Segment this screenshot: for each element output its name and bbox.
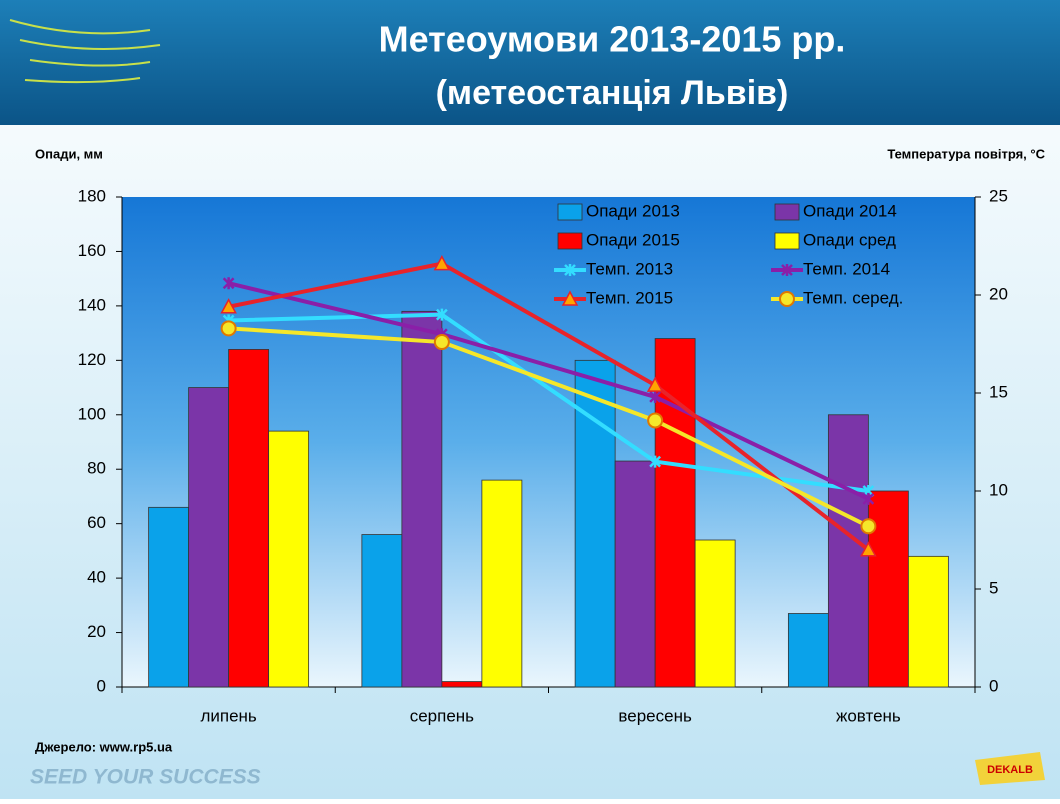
header [0, 0, 1060, 125]
y-tick-label: 180 [78, 186, 106, 205]
line-marker [433, 334, 450, 351]
y2-tick-label: 20 [989, 284, 1008, 303]
legend-swatch [557, 203, 583, 221]
line-marker [649, 455, 662, 468]
legend-swatch [557, 232, 583, 250]
y2-tick-label: 5 [989, 578, 998, 597]
legend-label: Темп. серед. [803, 288, 903, 307]
x-tick-label: вересень [618, 706, 692, 725]
y2-tick-label: 0 [989, 676, 998, 695]
legend-marker [561, 290, 579, 306]
bar [907, 555, 949, 688]
line [228, 312, 869, 493]
y2-tick-label: 10 [989, 480, 1008, 499]
source: Джерело: www.rp5.ua [35, 739, 173, 754]
line-marker [220, 298, 237, 314]
subtitle: (метеостанція Львів) [436, 74, 789, 112]
bar [361, 534, 403, 688]
legend-label: Опади 2013 [586, 201, 680, 220]
x-tick-label: жовтень [836, 706, 901, 725]
legend-label: Опади сред [803, 230, 896, 249]
legend-label: Темп. 2014 [803, 259, 890, 278]
legend-swatch [774, 203, 800, 221]
legend-label: Опади 2015 [586, 230, 680, 249]
header-decoration [9, 19, 161, 84]
y2-axis-label: Температура повітря, °С [887, 146, 1045, 161]
x-tick-label: серпень [410, 706, 474, 725]
bar [228, 349, 270, 688]
legend-label: Опади 2014 [803, 201, 897, 220]
bar [614, 460, 656, 688]
line-marker [860, 541, 877, 557]
line [228, 326, 870, 529]
y2-tick-label: 25 [989, 186, 1008, 205]
legend-marker [781, 264, 793, 276]
legend-label: Темп. 2015 [586, 288, 673, 307]
line-marker [862, 492, 875, 505]
bar [148, 506, 190, 688]
x-tick-label: липень [200, 706, 256, 725]
bar [574, 359, 616, 688]
legend-marker [564, 264, 576, 276]
bar [694, 539, 736, 688]
bar [827, 414, 869, 688]
line [228, 261, 870, 552]
bar [401, 310, 443, 688]
bar [268, 430, 310, 688]
y-tick-label: 140 [78, 295, 106, 314]
line-marker [646, 376, 664, 392]
bar [441, 681, 483, 688]
y-tick-label: 160 [78, 241, 106, 260]
legend-swatch [774, 232, 800, 250]
line-marker [860, 518, 877, 535]
y-tick-label: 60 [87, 513, 106, 532]
y2-tick-label: 15 [989, 382, 1008, 401]
line-marker [649, 390, 662, 403]
y-tick-label: 20 [87, 622, 106, 641]
y-tick-label: 0 [97, 676, 106, 695]
line-marker [433, 255, 451, 271]
line-marker [647, 412, 664, 429]
y-tick-label: 80 [87, 459, 106, 478]
legend-label: Темп. 2013 [586, 259, 673, 278]
chart: 0 20 40 60 80 100 120 140 160 180 0 5 10 15 20 25 липень… [78, 186, 1008, 725]
logo-shape [975, 752, 1045, 785]
line [228, 281, 870, 501]
bar [787, 613, 829, 688]
y-tick-label: 120 [78, 350, 106, 369]
line-marker [220, 320, 237, 337]
bar [654, 338, 696, 688]
bar [867, 490, 909, 688]
y-axis-label: Опади, мм [35, 146, 103, 161]
y-tick-label: 100 [78, 404, 106, 423]
bar [188, 387, 230, 688]
bar [481, 479, 523, 688]
line-marker [222, 277, 235, 290]
y-tick-label: 40 [87, 568, 106, 587]
logo: DEKALB [987, 764, 1033, 776]
line-marker [435, 308, 448, 321]
slogan: SEED YOUR SUCCESS [30, 766, 261, 789]
title: Метеоумови 2013-2015 рр. [379, 19, 846, 60]
legend-marker [779, 291, 795, 307]
